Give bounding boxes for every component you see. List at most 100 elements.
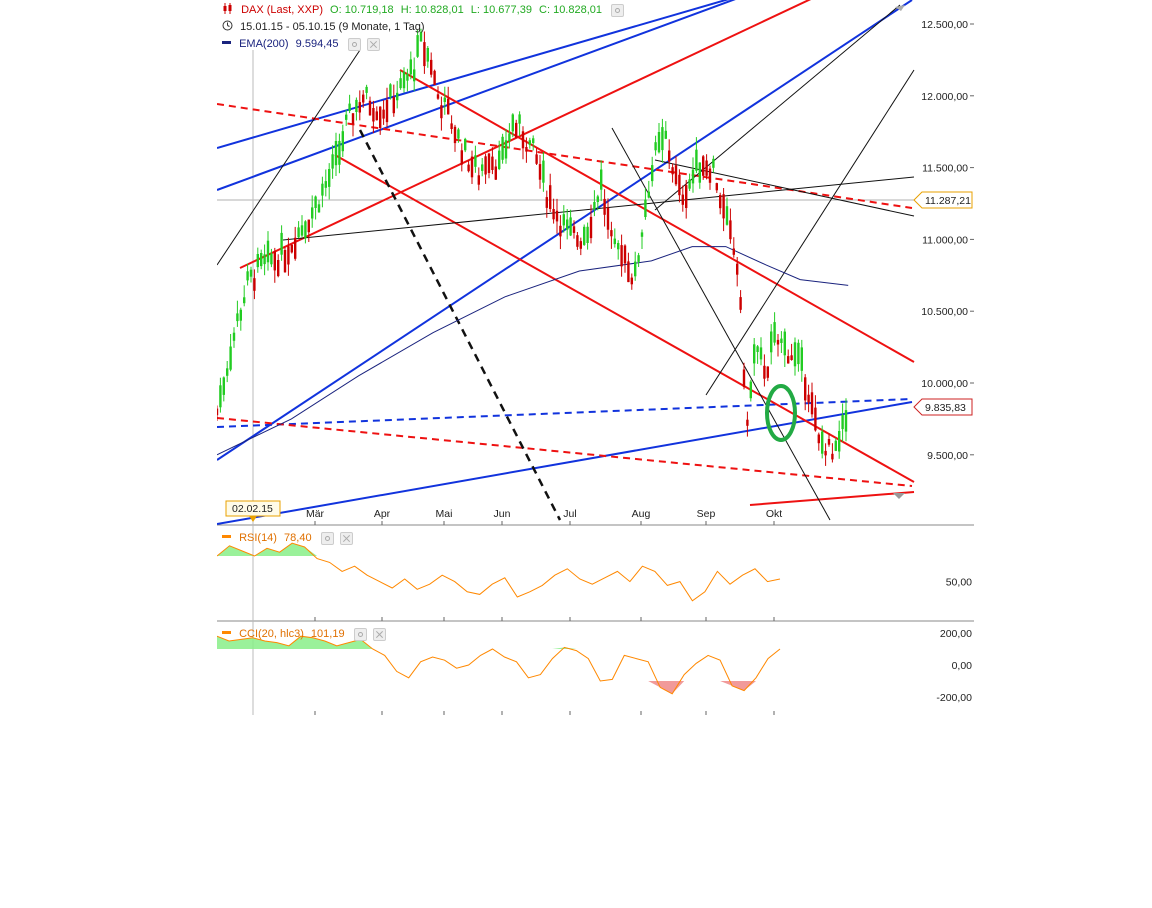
candle-body	[521, 131, 525, 149]
candle-body	[664, 130, 667, 139]
candle-body	[294, 237, 297, 259]
candle-body	[824, 450, 827, 456]
candle-body	[729, 220, 732, 240]
candle-body	[545, 197, 548, 208]
x-tick-label: Jun	[494, 508, 511, 520]
open-value: O: 10.719,18	[330, 4, 394, 17]
candle-body	[763, 365, 766, 379]
ema200-line	[217, 246, 849, 456]
candle-body	[753, 344, 756, 364]
candle-body	[644, 199, 647, 217]
candle-body	[671, 167, 674, 175]
candle-body	[399, 78, 402, 89]
ema-settings-icon[interactable]	[347, 38, 361, 51]
candle-body	[311, 207, 314, 219]
rsi-value: 78,40	[284, 532, 312, 545]
candle-body	[776, 339, 780, 345]
trendline	[749, 491, 915, 506]
legend-ema: EMA(200) 9.594,45	[222, 37, 384, 52]
candle-body	[681, 194, 684, 205]
rsi-settings-icon[interactable]	[320, 532, 334, 545]
ema-label: EMA(200)	[239, 38, 289, 51]
rsi-label: RSI(14)	[239, 532, 277, 545]
legend-price: DAX (Last, XXP) O: 10.719,18 H: 10.828,0…	[222, 3, 628, 18]
ema-close-icon[interactable]	[366, 38, 380, 51]
candle-body	[331, 154, 334, 169]
candle-body	[739, 297, 742, 310]
candle-body	[797, 342, 800, 365]
price-label-blue-dash-text: 9.835,83	[925, 402, 966, 414]
candle-body	[457, 129, 460, 139]
scroll-marker-icon[interactable]	[893, 493, 905, 499]
candle-body	[341, 131, 344, 152]
candle-body	[555, 210, 559, 222]
candle-body	[678, 174, 681, 196]
candle-body	[508, 133, 511, 142]
candle-body	[549, 185, 552, 209]
cci-settings-icon[interactable]	[353, 628, 367, 641]
candle-body	[708, 168, 712, 183]
candle-body	[416, 35, 419, 57]
candle-body	[610, 230, 613, 237]
y-tick-label: 11.000,00	[922, 234, 968, 246]
candle-body	[368, 100, 372, 116]
date-badge-text: 02.02.15	[232, 503, 273, 515]
candle-body	[838, 431, 841, 452]
price-label-hline-text: 11.287,21	[925, 195, 971, 207]
trendline	[334, 154, 915, 483]
price-settings-icon[interactable]	[611, 4, 625, 17]
candle-body	[732, 248, 735, 255]
trendline	[611, 127, 831, 521]
trendline	[217, 0, 913, 461]
candle-body	[504, 140, 508, 159]
x-tick-label: Jul	[563, 508, 576, 520]
candle-body	[481, 164, 484, 171]
pin-icon[interactable]	[895, 5, 905, 11]
trendline	[399, 69, 915, 363]
candle-body	[277, 260, 280, 277]
candle-body	[464, 138, 467, 151]
y-tick-label: 10.500,00	[921, 306, 968, 318]
candle-body	[719, 195, 722, 209]
cci-close-icon[interactable]	[372, 628, 386, 641]
rsi-line	[217, 542, 781, 602]
candle-body	[243, 297, 246, 304]
candle-body	[253, 278, 256, 291]
candle-body	[736, 263, 739, 275]
candle-body	[304, 221, 307, 239]
candle-body	[773, 322, 776, 343]
period-label: 15.01.15 - 05.10.15 (9 Monate, 1 Tag)	[240, 21, 425, 34]
candle-body	[668, 150, 671, 162]
candle-body	[535, 154, 538, 164]
candle-body	[766, 366, 769, 378]
candle-body	[613, 238, 616, 245]
candle-body	[770, 331, 773, 353]
candle-body	[474, 155, 477, 167]
candle-body	[232, 332, 236, 341]
candle-body	[219, 385, 222, 408]
candle-body	[239, 309, 242, 321]
candle-body	[229, 346, 232, 370]
candle-body	[817, 434, 820, 444]
candle-body	[222, 377, 225, 395]
y-tick-label: 12.000,00	[921, 91, 968, 103]
candle-body	[715, 183, 718, 191]
symbol-label: DAX (Last, XXP)	[241, 4, 323, 17]
candle-body	[236, 313, 239, 322]
candle-body	[491, 156, 494, 170]
x-tick-label: Mär	[306, 508, 325, 520]
candle-body	[603, 198, 606, 215]
rsi-close-icon[interactable]	[339, 532, 353, 545]
candle-body	[375, 111, 378, 121]
candle-body	[423, 42, 426, 67]
candle-body	[249, 269, 253, 277]
ema-line	[217, 246, 849, 456]
trendline	[217, 401, 913, 525]
candle-body	[511, 114, 514, 132]
highlight-circle-marker[interactable]	[765, 384, 797, 442]
candle-body	[270, 253, 273, 265]
trendlines[interactable]	[217, 0, 915, 525]
candle-body	[256, 254, 259, 268]
candle-body	[396, 92, 399, 101]
